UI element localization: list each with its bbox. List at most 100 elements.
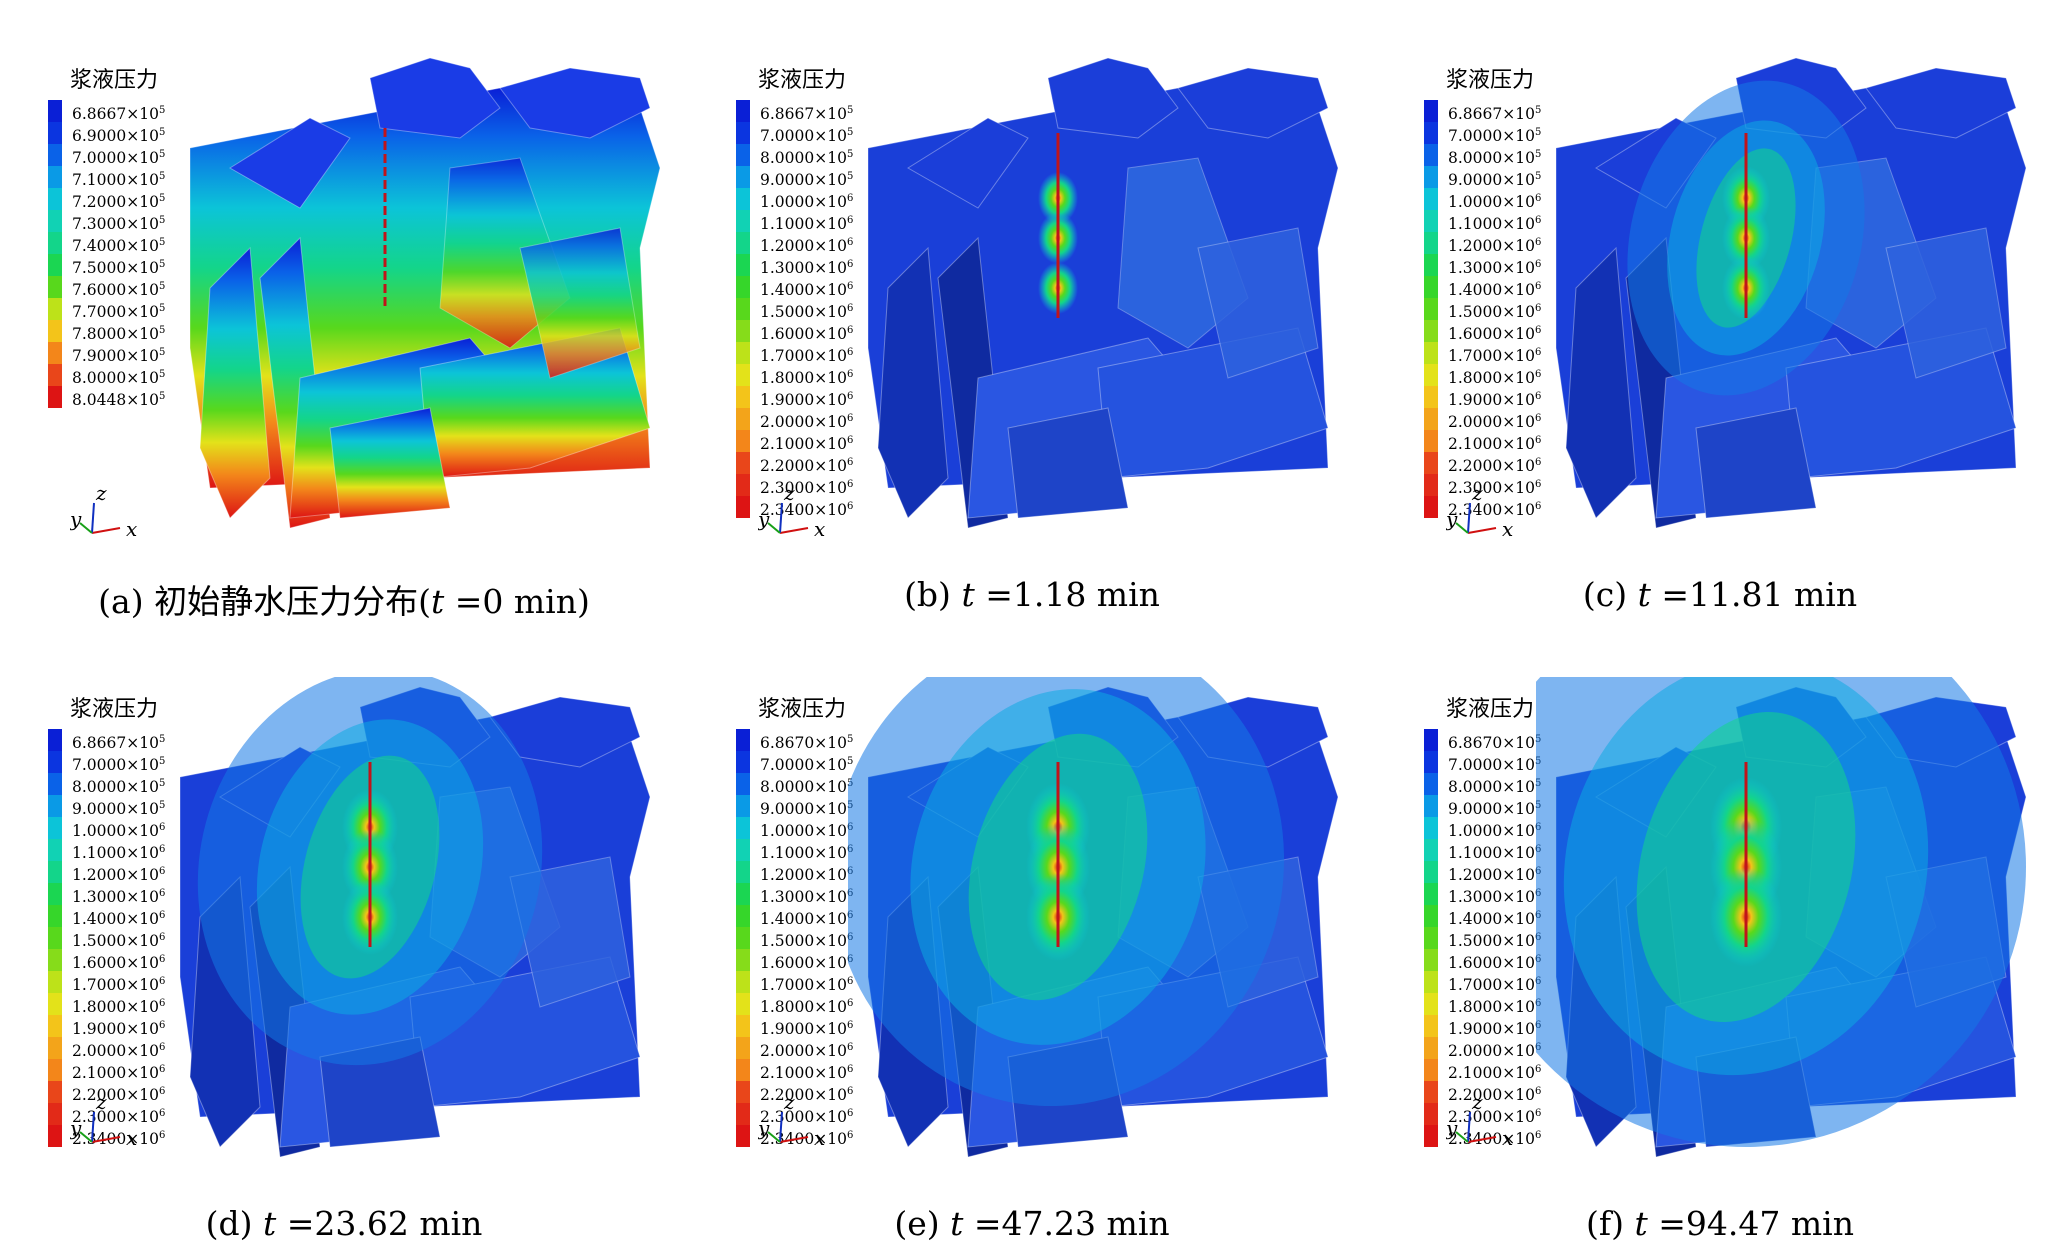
legend-label: 2.0000×106 <box>1448 1039 1541 1060</box>
y-axis-label: y <box>70 1116 82 1140</box>
fracture-plate <box>1177 67 1329 139</box>
legend-swatch <box>736 1103 750 1125</box>
fracture-plate <box>1865 67 2017 139</box>
legend-value: 1.1000×10 <box>760 844 847 863</box>
legend-swatch <box>736 1037 750 1059</box>
legend-exponent: 6 <box>1534 1064 1542 1075</box>
legend-label: 8.0000×105 <box>72 366 165 387</box>
legend-label: 6.8667×105 <box>1448 102 1541 123</box>
legend-label: 1.0000×106 <box>72 819 165 840</box>
legend-swatch <box>736 861 750 883</box>
legend-label: 2.2000×106 <box>1448 1083 1541 1104</box>
legend-swatch <box>736 1125 750 1147</box>
legend-label: 7.0000×105 <box>72 753 165 774</box>
legend-exponent: 5 <box>846 149 854 160</box>
legend-swatch <box>48 971 62 993</box>
legend-label: 2.1000×106 <box>760 1061 853 1082</box>
z-axis-line <box>779 502 783 534</box>
legend-label: 7.0000×105 <box>1448 124 1541 145</box>
legend-value: 1.6000×10 <box>1448 954 1535 973</box>
legend-label: 1.7000×106 <box>72 973 165 994</box>
legend-label: 1.5000×106 <box>760 300 853 321</box>
legend-swatch <box>736 144 750 166</box>
legend-label: 8.0448×105 <box>72 388 165 409</box>
legend-label: 1.8000×106 <box>760 995 853 1016</box>
legend-value: 9.0000×10 <box>72 800 159 819</box>
legend-label: 1.4000×106 <box>760 278 853 299</box>
z-axis-line <box>91 502 95 534</box>
fracture-plate <box>1695 407 1817 519</box>
z-axis-label: z <box>783 481 795 505</box>
legend-value: 1.5000×10 <box>1448 932 1535 951</box>
legend-label: 7.9000×105 <box>72 344 165 365</box>
legend-value: 1.6000×10 <box>72 954 159 973</box>
legend-value: 2.0000×10 <box>760 1042 847 1061</box>
legend-value: 2.1000×10 <box>72 1064 159 1083</box>
legend-swatch <box>736 993 750 1015</box>
legend-value: 1.9000×10 <box>72 1020 159 1039</box>
panel-a: 浆液压力 6.8667×105 6.9000×105 7.0000×105 7.1000… <box>0 0 688 629</box>
legend-label: 7.6000×105 <box>72 278 165 299</box>
legend-swatch <box>736 430 750 452</box>
legend-value: 8.0000×10 <box>1448 149 1535 168</box>
legend-value: 1.3000×10 <box>760 888 847 907</box>
legend-value: 7.7000×10 <box>72 303 159 322</box>
z-axis-line <box>91 1111 95 1143</box>
fracture-plate <box>329 407 451 519</box>
legend-value: 1.2000×10 <box>760 866 847 885</box>
legend-value: 6.8667×10 <box>72 105 159 124</box>
legend-swatch <box>736 949 750 971</box>
legend-swatch <box>48 342 62 364</box>
legend-title: 浆液压力 <box>758 697 847 722</box>
legend-label: 1.5000×106 <box>760 929 853 950</box>
legend-exponent: 6 <box>846 215 854 226</box>
legend-swatch <box>736 342 750 364</box>
legend-swatch <box>48 751 62 773</box>
legend-value: 2.0000×10 <box>1448 413 1535 432</box>
legend-label: 7.3000×105 <box>72 212 165 233</box>
legend-exponent: 6 <box>158 998 166 1009</box>
legend-exponent: 6 <box>158 1130 166 1141</box>
caption-variable: t <box>262 1204 277 1243</box>
legend-label: 1.6000×106 <box>760 951 853 972</box>
fracture-model <box>1536 677 2027 1158</box>
legend-swatch <box>1424 751 1438 773</box>
legend-value: 1.9000×10 <box>760 391 847 410</box>
legend-label: 1.4000×106 <box>760 907 853 928</box>
legend-exponent: 5 <box>158 259 166 270</box>
legend-value: 1.9000×10 <box>1448 391 1535 410</box>
legend-value: 2.2000×10 <box>72 1086 159 1105</box>
legend-value: 1.0000×10 <box>72 822 159 841</box>
legend-value: 1.5000×10 <box>72 932 159 951</box>
legend-swatch <box>736 1081 750 1103</box>
legend-value: 1.1000×10 <box>1448 844 1535 863</box>
legend-exponent: 6 <box>846 1042 854 1053</box>
legend-value: 1.4000×10 <box>1448 910 1535 929</box>
legend-value: 8.0000×10 <box>72 778 159 797</box>
legend-label: 8.0000×105 <box>72 775 165 796</box>
legend-value: 1.4000×10 <box>760 281 847 300</box>
legend-value: 7.9000×10 <box>72 347 159 366</box>
legend-value: 1.2000×10 <box>1448 866 1535 885</box>
legend-label: 9.0000×105 <box>760 797 853 818</box>
legend-value: 2.2000×10 <box>1448 457 1535 476</box>
legend-label: 1.1000×106 <box>1448 841 1541 862</box>
legend-swatch <box>736 1059 750 1081</box>
legend-swatch <box>48 100 62 122</box>
legend-label: 7.0000×105 <box>1448 753 1541 774</box>
x-axis-line <box>91 527 121 534</box>
legend-exponent: 6 <box>846 1130 854 1141</box>
legend-value: 2.2000×10 <box>760 1086 847 1105</box>
legend-swatch <box>1424 342 1438 364</box>
panel-caption: (c) t =11.81 min <box>1376 575 2064 614</box>
legend-swatch <box>1424 993 1438 1015</box>
y-axis-line <box>1455 1131 1469 1143</box>
legend-swatch <box>48 386 62 408</box>
legend-swatch <box>736 795 750 817</box>
legend-exponent: 5 <box>158 281 166 292</box>
legend-value: 7.0000×10 <box>72 149 159 168</box>
legend-swatch <box>736 408 750 430</box>
legend-label: 1.5000×106 <box>1448 929 1541 950</box>
panel-d: 浆液压力 6.8667×105 7.0000×105 8.0000×105 9.0000… <box>0 629 688 1258</box>
legend-label: 7.5000×105 <box>72 256 165 277</box>
